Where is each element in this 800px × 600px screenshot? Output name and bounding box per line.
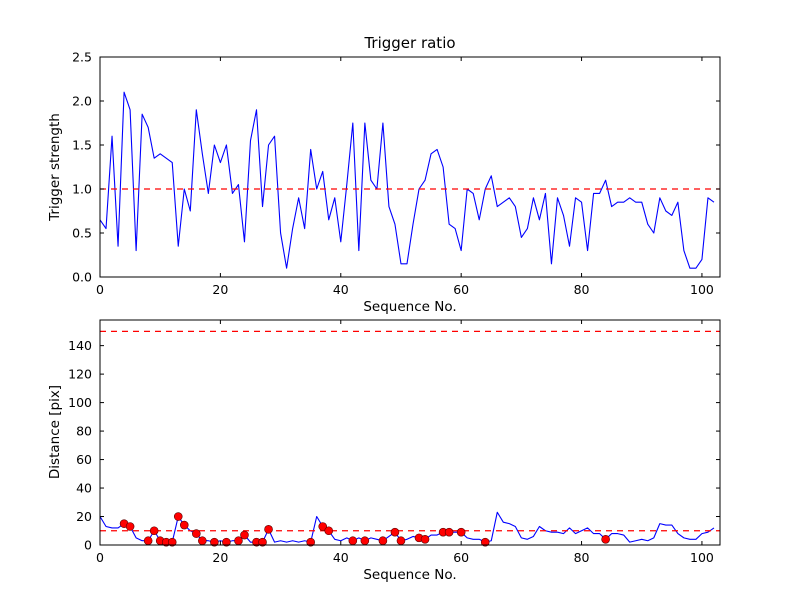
matched-detections-marker (125, 522, 135, 531)
matched-detections-marker (198, 536, 207, 546)
matched-detections-marker (480, 537, 490, 547)
y-tick-label: 1.0 (72, 182, 92, 197)
bottom-x-axis-label: Sequence No. (363, 567, 457, 583)
matched-detections-marker (390, 527, 400, 537)
matched-detections-marker (360, 536, 370, 546)
x-tick-label: 80 (574, 282, 590, 297)
matched-detections-marker (173, 512, 183, 521)
x-tick-label: 100 (690, 282, 714, 297)
y-tick-label: 120 (68, 367, 92, 382)
matched-detections-marker (192, 529, 201, 538)
matched-detections-marker (601, 534, 610, 544)
matched-detections-marker (167, 537, 177, 547)
matched-detections-marker (149, 526, 159, 536)
y-tick-label: 60 (76, 452, 92, 467)
y-tick-label: 80 (76, 424, 92, 439)
top-y-axis-label: Trigger strength (47, 113, 63, 221)
x-tick-label: 20 (212, 550, 228, 565)
chart-title: Trigger ratio (364, 34, 456, 52)
matched-detections-marker (378, 536, 388, 546)
x-tick-label: 0 (96, 550, 104, 565)
trigger-strength-line (99, 91, 715, 269)
axes-frame (99, 319, 721, 546)
subplot: 0 20 40 60 80 100 0.0 0.5 1.0 1.5 2.0 2.5 (72, 50, 721, 297)
x-tick-label: 40 (333, 282, 349, 297)
y-tick-label: 140 (68, 338, 92, 353)
distance-line (99, 511, 715, 543)
top-x-axis-label: Sequence No. (363, 299, 457, 315)
axes-frame (99, 56, 721, 278)
matched-detections-marker (306, 537, 315, 547)
matched-detections-marker (318, 522, 328, 531)
y-tick-label: 0.0 (72, 270, 92, 285)
matched-detections-marker (444, 527, 454, 537)
matched-detections-marker (396, 536, 406, 546)
y-tick-label: 2.5 (72, 50, 92, 65)
bottom-y-axis-label: Distance [pix] (47, 384, 63, 480)
matched-detections-marker (420, 534, 430, 544)
matched-detections-marker (456, 527, 466, 537)
subplot: 0 20 40 60 80 100 0 20 40 60 80 100 120 140 (68, 319, 721, 565)
x-tick-label: 0 (96, 282, 104, 297)
matched-detections-marker (179, 520, 189, 530)
y-tick-label: 0.5 (72, 226, 92, 241)
x-tick-label: 20 (212, 282, 228, 297)
x-tick-label: 80 (574, 550, 590, 565)
y-tick-label: 40 (76, 481, 92, 496)
x-tick-label: 60 (453, 550, 469, 565)
x-tick-label: 100 (690, 550, 714, 565)
y-tick-label: 2.0 (72, 94, 92, 109)
matched-detections-marker (258, 537, 267, 547)
matched-detections-marker (210, 537, 219, 547)
matched-detections-marker (240, 530, 249, 540)
matched-detections-marker (234, 536, 243, 546)
matched-detections-marker (264, 525, 273, 534)
matched-detections-marker (348, 536, 358, 546)
x-tick-label: 60 (453, 282, 469, 297)
matched-detections-marker (143, 536, 153, 546)
y-tick-label: 0 (84, 538, 92, 553)
y-tick-label: 20 (76, 509, 92, 524)
y-tick-label: 1.5 (72, 138, 92, 153)
y-tick-label: 100 (68, 395, 92, 410)
matched-detections-marker (222, 537, 231, 547)
x-tick-label: 40 (333, 550, 349, 565)
matched-detections-marker (324, 526, 334, 536)
